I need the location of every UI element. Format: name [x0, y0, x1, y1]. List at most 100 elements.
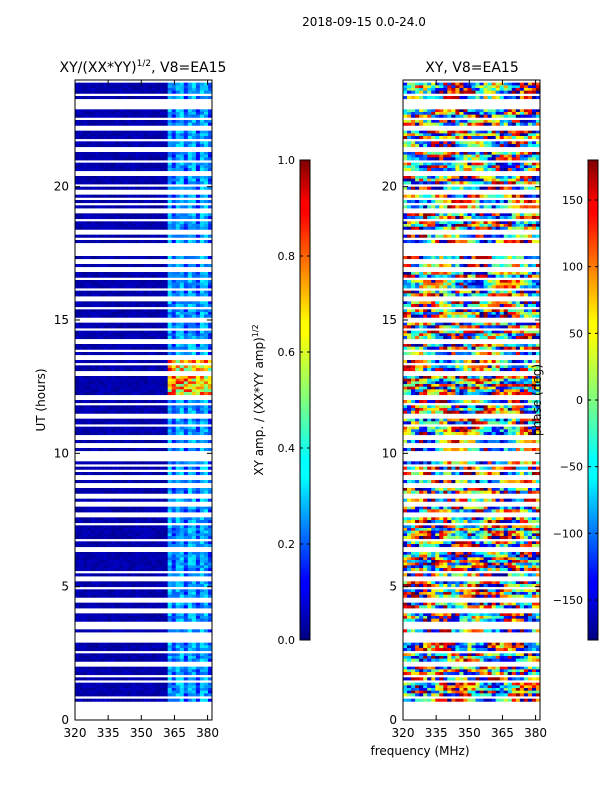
left-heat-cell — [151, 648, 156, 652]
left-heat-cell — [135, 506, 140, 510]
left-heat-cell — [171, 613, 177, 617]
left-heat-cell — [83, 216, 88, 220]
left-heat-cell — [99, 221, 104, 225]
left-heat-cell — [107, 234, 112, 238]
left-heat-cell — [167, 152, 173, 156]
left-heat-cell — [75, 677, 80, 681]
left-heat-cell — [195, 498, 201, 502]
left-heat-cell — [131, 629, 136, 633]
left-heat-cell — [103, 509, 108, 513]
left-heat-cell — [107, 568, 112, 572]
left-cb-tick-label: 1.0 — [278, 154, 296, 167]
left-heat-cell — [95, 285, 100, 289]
left-heat-cell — [111, 573, 116, 577]
left-heat-cell — [207, 376, 213, 380]
left-heat-cell — [167, 528, 173, 532]
right-heat-cell — [531, 82, 537, 86]
right-heat-cell — [515, 120, 521, 124]
left-heat-cell — [139, 114, 144, 118]
left-heat-cell — [87, 392, 92, 396]
left-heat-cell — [171, 541, 177, 545]
left-heat-cell — [139, 154, 144, 158]
left-heat-cell — [111, 488, 116, 492]
left-heat-cell — [179, 602, 185, 606]
left-heat-cell — [79, 589, 84, 593]
left-heat-cell — [79, 157, 84, 161]
left-heat-cell — [127, 584, 132, 588]
left-heat-cell — [163, 194, 169, 198]
left-heat-cell — [75, 322, 80, 326]
left-heat-cell — [127, 322, 132, 326]
left-heat-cell — [115, 88, 120, 92]
left-heat-cell — [175, 194, 181, 198]
left-heat-cell — [191, 536, 197, 540]
left-heat-cell — [95, 144, 100, 148]
left-heat-cell — [107, 168, 112, 172]
left-heat-cell — [103, 293, 108, 297]
left-heat-cell — [147, 165, 152, 169]
left-heat-cell — [195, 234, 201, 238]
left-heat-cell — [207, 264, 213, 268]
left-heat-cell — [127, 562, 132, 566]
left-heat-cell — [79, 693, 84, 697]
right-heat-cell — [523, 141, 529, 145]
left-heat-cell — [195, 544, 201, 548]
left-heat-cell — [83, 336, 88, 340]
left-heat-cell — [159, 312, 165, 316]
left-heat-cell — [107, 509, 112, 513]
left-heat-cell — [195, 552, 201, 556]
left-heat-cell — [175, 682, 181, 686]
left-heat-cell — [195, 645, 201, 649]
left-heat-cell — [83, 333, 88, 337]
left-heat-cell — [143, 421, 148, 425]
left-heat-cell — [143, 216, 148, 220]
right-heat-cell — [407, 141, 412, 145]
left-heat-cell — [191, 685, 197, 689]
left-heat-cell — [115, 672, 120, 676]
left-heat-cell — [119, 602, 124, 606]
left-heat-cell — [87, 290, 92, 294]
left-heat-cell — [179, 360, 185, 364]
left-heat-cell — [111, 293, 116, 297]
right-heat-cell — [527, 85, 533, 89]
left-heat-cell — [167, 194, 173, 198]
left-heat-cell — [103, 498, 108, 502]
left-heat-cell — [187, 154, 193, 158]
left-heat-cell — [151, 642, 156, 646]
left-heat-cell — [183, 440, 189, 444]
left-heat-cell — [155, 466, 161, 470]
left-heat-cell — [155, 216, 161, 220]
left-heat-cell — [115, 312, 120, 316]
left-heat-cell — [123, 144, 128, 148]
right-heat-cell — [523, 112, 529, 116]
left-heat-cell — [79, 162, 84, 166]
left-heat-cell — [203, 418, 209, 422]
left-heat-cell — [95, 194, 100, 198]
left-heat-cell — [119, 690, 124, 694]
left-heat-cell — [195, 365, 201, 369]
left-heat-cell — [127, 165, 132, 169]
left-heat-cell — [139, 194, 144, 198]
left-heat-cell — [115, 96, 120, 100]
left-heat-cell — [127, 408, 132, 412]
left-heat-cell — [155, 541, 161, 545]
left-heat-cell — [183, 506, 189, 510]
left-heat-cell — [167, 533, 173, 537]
left-heat-cell — [103, 589, 108, 593]
left-heat-cell — [83, 136, 88, 140]
left-heat-cell — [195, 274, 201, 278]
left-heat-cell — [155, 360, 161, 364]
left-heat-cell — [167, 330, 173, 334]
left-heat-cell — [151, 186, 156, 190]
left-heat-cell — [87, 429, 92, 433]
left-heat-cell — [159, 381, 165, 385]
left-heat-cell — [79, 613, 84, 617]
left-heat-cell — [195, 181, 201, 185]
left-heat-cell — [195, 205, 201, 209]
left-heat-cell — [119, 216, 124, 220]
left-heat-cell — [75, 274, 80, 278]
left-heat-cell — [83, 88, 88, 92]
left-heat-cell — [175, 560, 181, 564]
left-heat-cell — [119, 85, 124, 89]
left-heat-cell — [115, 698, 120, 702]
